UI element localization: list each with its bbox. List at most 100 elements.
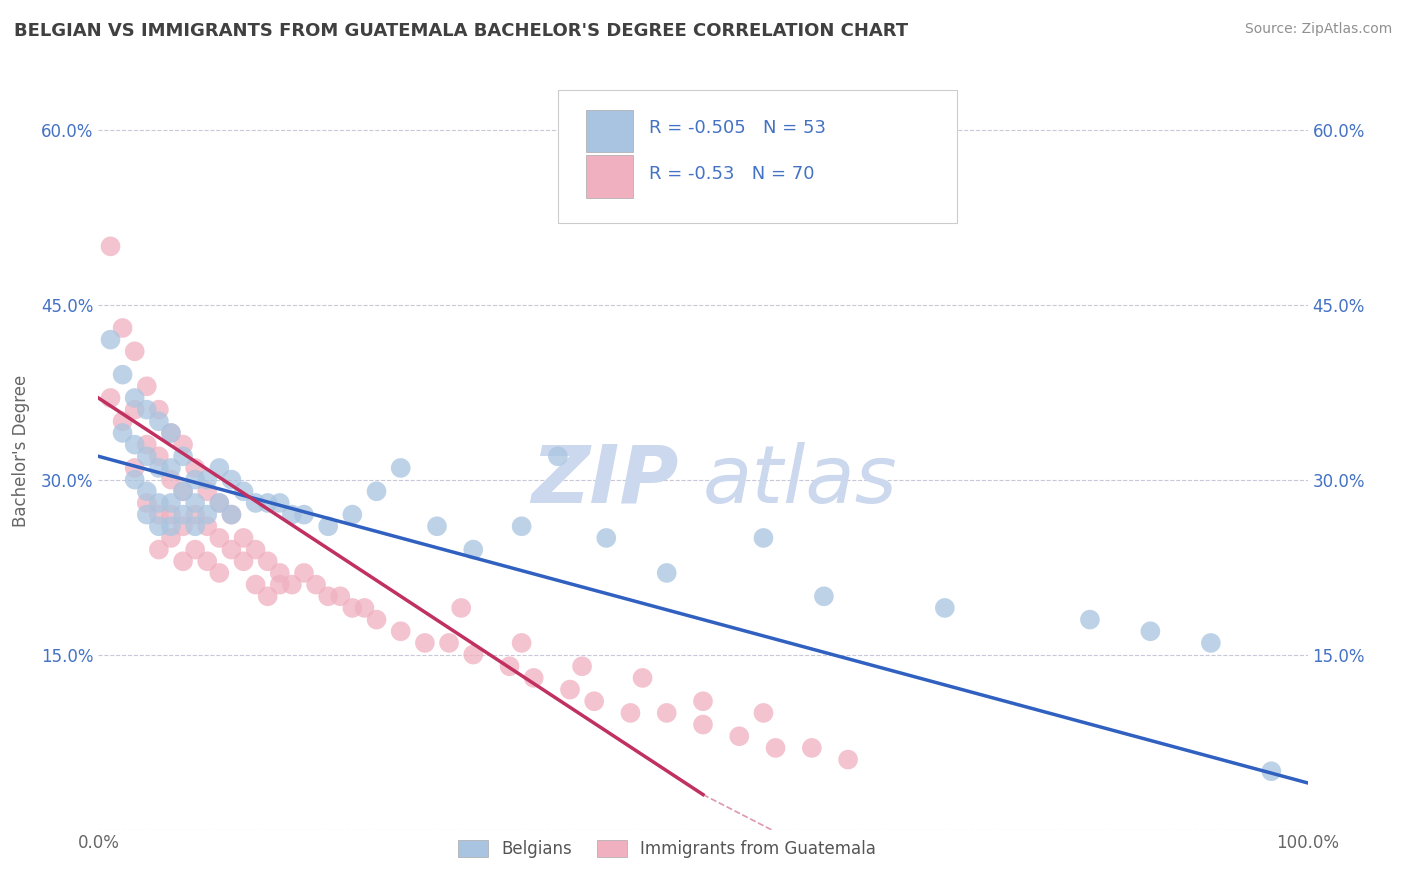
Point [160,425,183,440]
Point [800,740,823,755]
Point [172,554,194,568]
Point [316,519,339,533]
Point [124,344,146,359]
Point [765,740,787,755]
Point [292,566,315,580]
Point [148,414,170,428]
Point [184,461,207,475]
Point [1078,613,1101,627]
Point [148,496,170,510]
Point [752,531,775,545]
Point [148,461,170,475]
Point [1199,636,1222,650]
Point [353,601,375,615]
Point [245,542,267,557]
Point [655,706,678,720]
Point [221,542,243,557]
Point [292,508,315,522]
Point [184,542,207,557]
Point [100,391,122,405]
Point [221,508,243,522]
Legend: Belgians, Immigrants from Guatemala: Belgians, Immigrants from Guatemala [450,832,884,867]
Point [172,519,194,533]
Point [135,379,157,393]
Text: BELGIAN VS IMMIGRANTS FROM GUATEMALA BACHELOR'S DEGREE CORRELATION CHART: BELGIAN VS IMMIGRANTS FROM GUATEMALA BAC… [14,22,908,40]
Point [172,484,194,499]
Point [1260,764,1282,779]
Point [195,554,218,568]
Point [463,542,485,557]
Point [148,508,170,522]
Point [728,729,751,743]
Point [281,508,304,522]
Point [571,659,593,673]
Point [316,589,339,603]
Point [172,450,194,464]
Point [245,496,267,510]
Point [184,473,207,487]
Point [100,239,122,253]
Point [595,531,617,545]
Point [655,566,678,580]
Point [195,473,218,487]
Point [498,659,520,673]
Point [547,450,569,464]
Point [1139,624,1161,639]
Point [221,473,243,487]
Point [269,496,291,510]
FancyBboxPatch shape [586,110,633,153]
Point [208,566,231,580]
Point [160,473,183,487]
Point [172,437,194,451]
Point [124,402,146,417]
Point [148,450,170,464]
Point [510,636,533,650]
Point [111,321,134,335]
Point [934,601,956,615]
Point [269,566,291,580]
Point [135,402,157,417]
Point [619,706,641,720]
Point [692,694,714,708]
Point [523,671,546,685]
Point [342,601,364,615]
Text: R = -0.505   N = 53: R = -0.505 N = 53 [648,120,825,137]
Point [305,577,328,591]
Point [558,682,581,697]
Point [366,484,388,499]
Point [389,624,412,639]
Point [172,484,194,499]
Point [124,461,146,475]
Point [111,368,134,382]
Point [342,508,364,522]
Point [389,461,412,475]
Point [256,554,278,568]
Point [245,577,267,591]
Point [135,496,157,510]
Point [221,508,243,522]
Point [160,531,183,545]
Point [208,531,231,545]
Point [148,519,170,533]
Point [148,402,170,417]
Point [148,542,170,557]
Point [281,577,304,591]
Text: ZIP: ZIP [531,442,679,520]
Point [256,496,278,510]
Point [232,484,254,499]
Point [813,589,835,603]
Point [160,519,183,533]
Point [437,636,460,650]
Text: Source: ZipAtlas.com: Source: ZipAtlas.com [1244,22,1392,37]
Point [135,437,157,451]
Point [329,589,352,603]
Point [208,461,231,475]
Point [195,508,218,522]
Point [160,496,183,510]
Point [184,496,207,510]
Point [232,554,254,568]
Point [692,717,714,731]
Point [100,333,122,347]
Point [160,425,183,440]
Point [184,508,207,522]
